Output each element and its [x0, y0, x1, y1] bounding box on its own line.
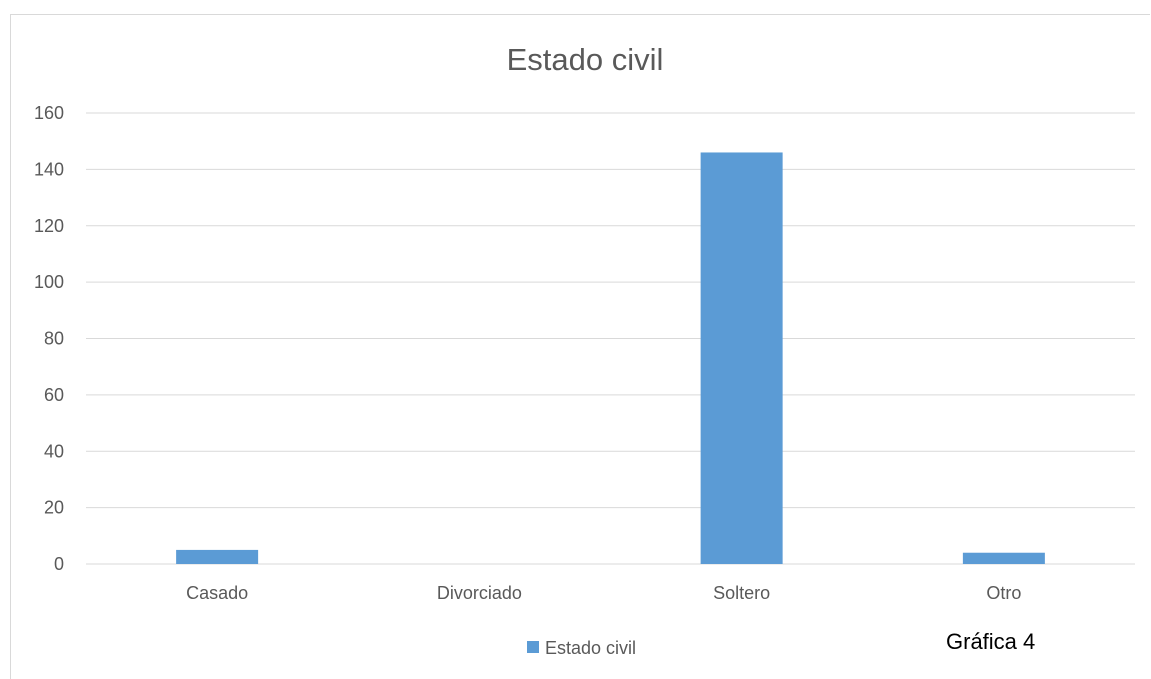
x-tick-label: Soltero [713, 583, 770, 603]
legend-swatch [527, 641, 539, 653]
x-tick-label: Divorciado [437, 583, 522, 603]
y-tick-label: 140 [34, 159, 64, 179]
y-tick-label: 20 [44, 498, 64, 518]
y-tick-label: 100 [34, 272, 64, 292]
x-tick-label: Casado [186, 583, 248, 603]
gridlines [86, 112, 1135, 565]
y-tick-label: 40 [44, 441, 64, 461]
x-axis-ticks: Casado Divorciado Soltero Otro [186, 583, 1021, 603]
chart-caption: Gráfica 4 [946, 629, 1035, 654]
y-tick-label: 0 [54, 554, 64, 574]
x-tick-label: Otro [986, 583, 1021, 603]
bar-casado [176, 549, 259, 564]
bars [176, 152, 1045, 564]
bar-otro [962, 552, 1045, 564]
chart-title: Estado civil [507, 42, 664, 77]
legend: Estado civil [527, 638, 636, 658]
y-tick-label: 80 [44, 329, 64, 349]
bar-soltero [700, 152, 783, 564]
chart-frame [10, 14, 1150, 679]
y-axis-ticks: 0 20 40 60 80 100 120 140 160 [34, 103, 64, 574]
y-tick-label: 160 [34, 103, 64, 123]
legend-label: Estado civil [545, 638, 636, 658]
y-tick-label: 60 [44, 385, 64, 405]
y-tick-label: 120 [34, 216, 64, 236]
